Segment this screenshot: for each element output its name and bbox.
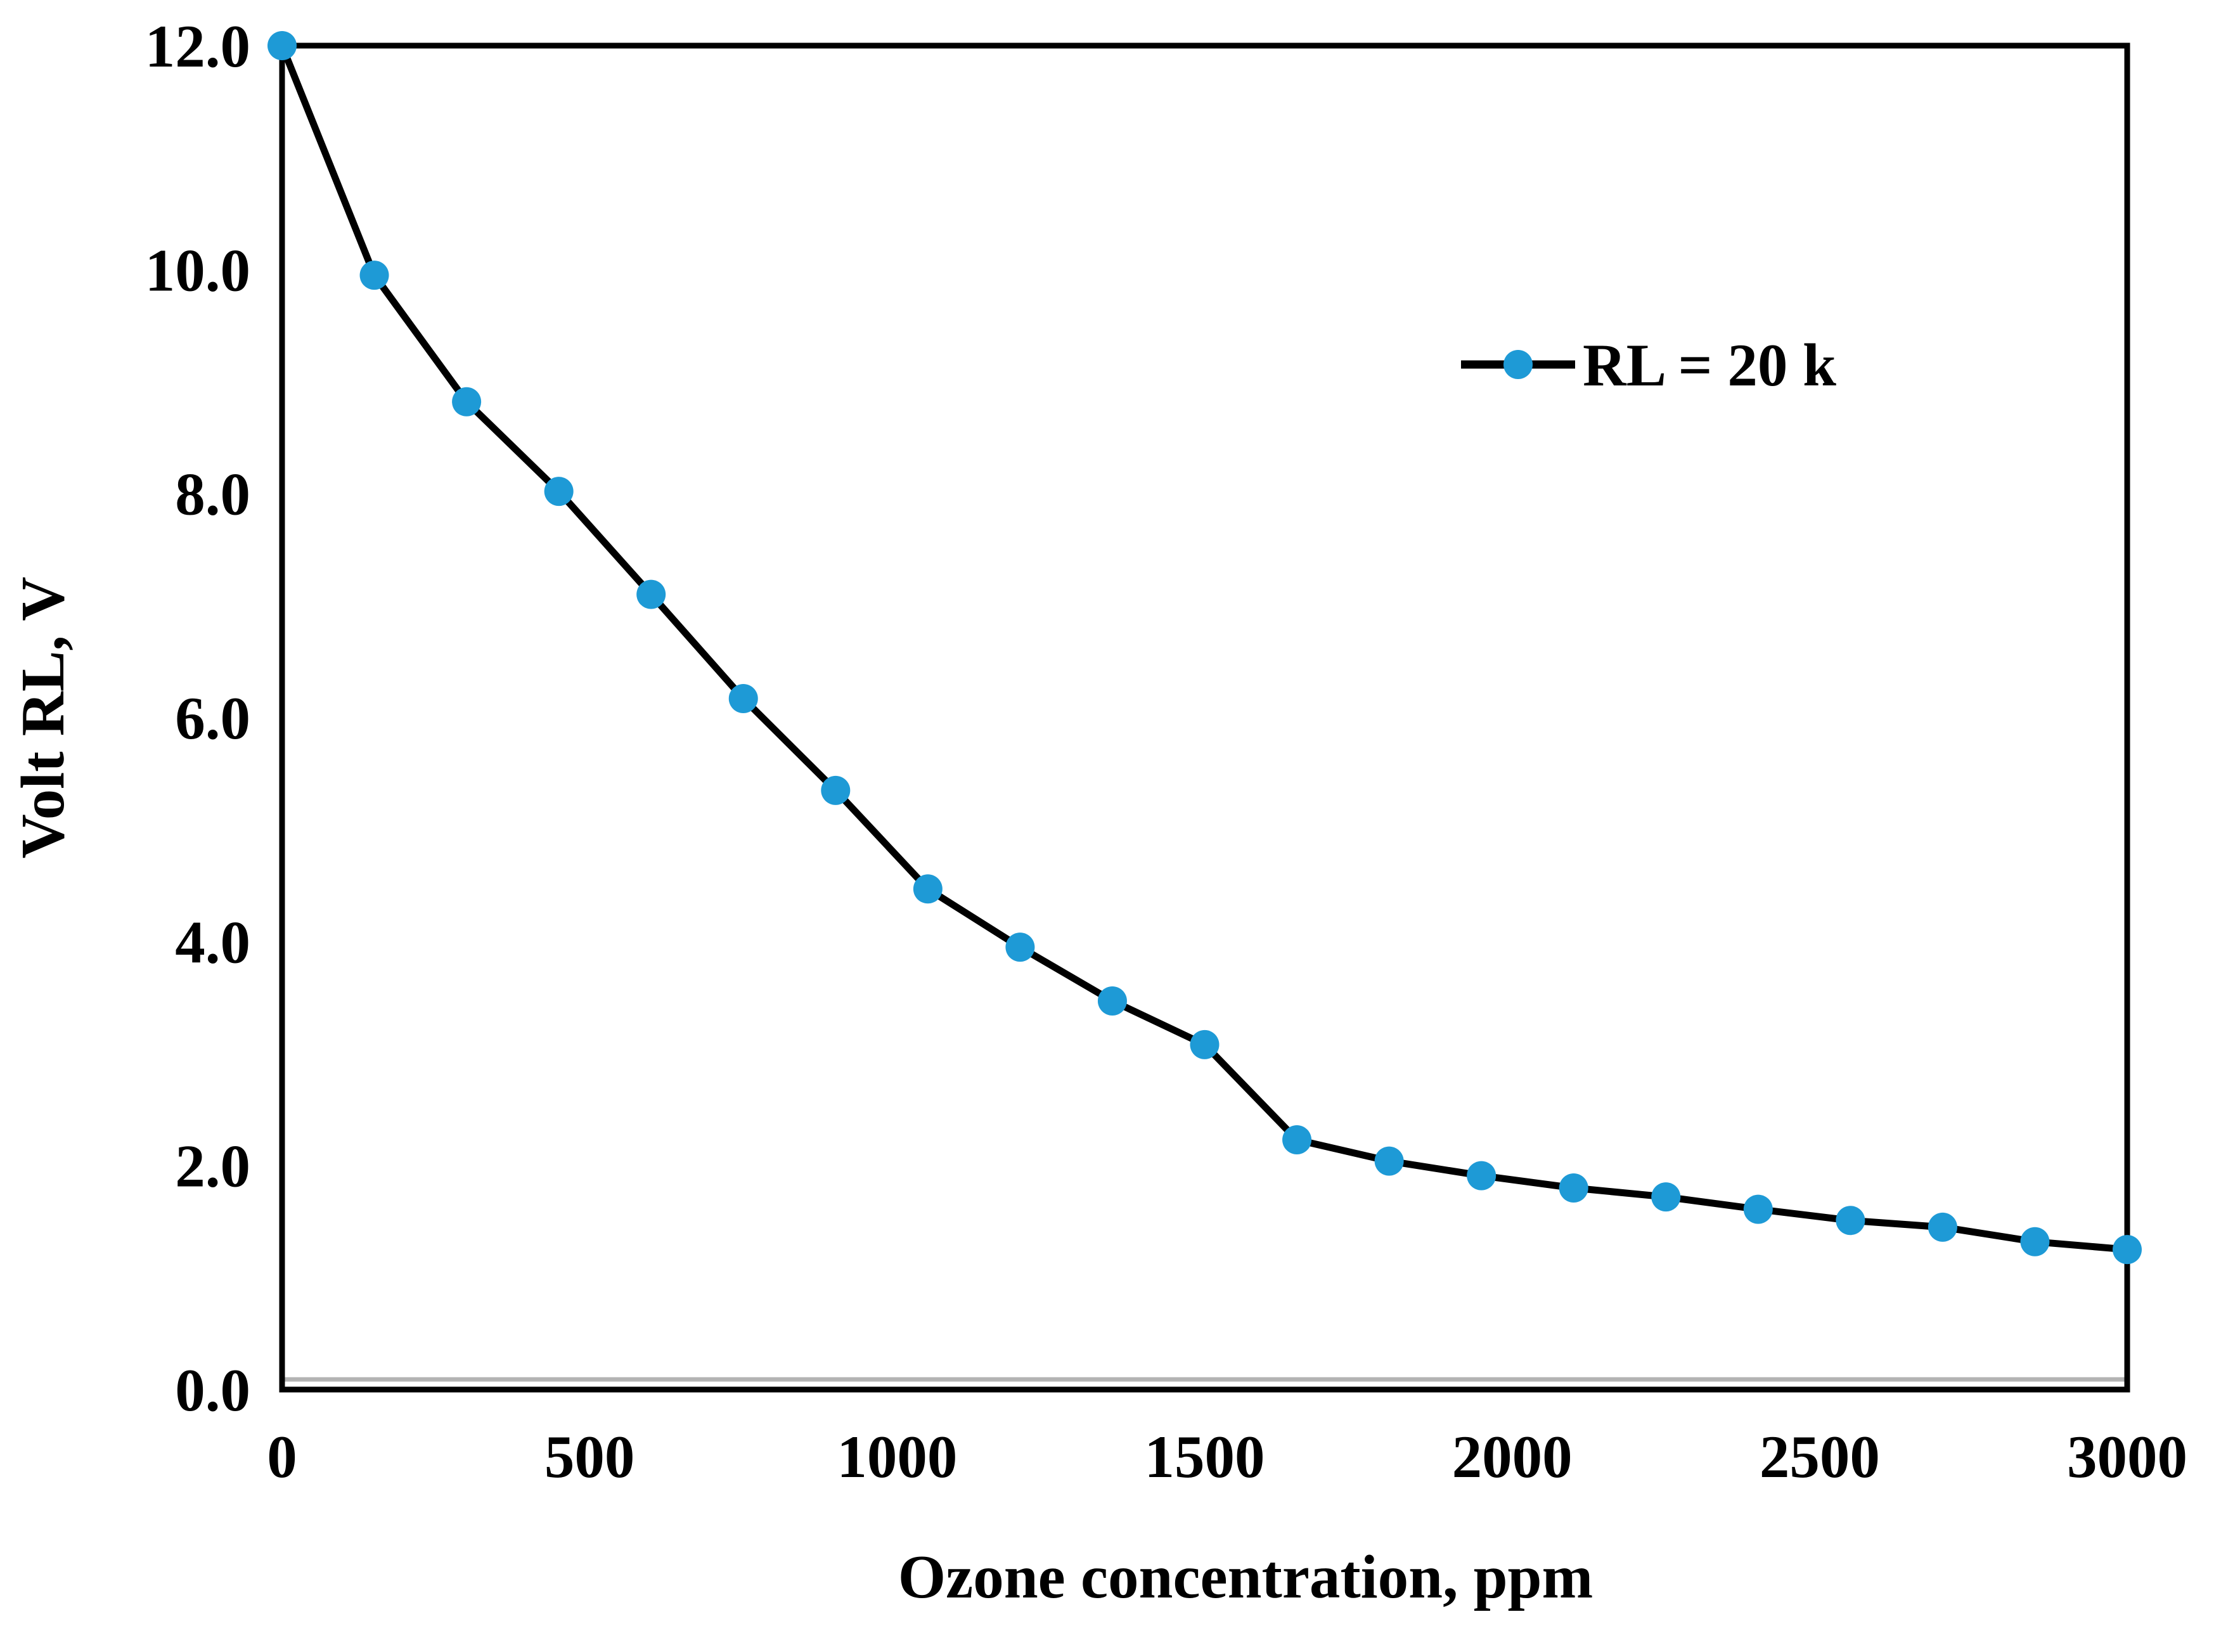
x-tick-label: 2500 xyxy=(1760,1423,1880,1490)
x-tick-label: 500 xyxy=(544,1423,635,1490)
data-point-marker xyxy=(359,261,389,290)
y-tick-label: 10.0 xyxy=(145,236,250,304)
legend-label: RL = 20 k xyxy=(1583,332,1836,399)
x-tick-label: 2000 xyxy=(1452,1423,1573,1490)
x-axis-title: Ozone concentration, ppm xyxy=(898,1543,1593,1611)
data-point-marker xyxy=(1282,1125,1312,1155)
y-tick-label: 0.0 xyxy=(175,1357,250,1424)
data-point-marker xyxy=(636,579,666,609)
x-tick-label: 1000 xyxy=(837,1423,957,1490)
data-point-marker xyxy=(544,477,574,507)
x-tick-label: 1500 xyxy=(1145,1423,1265,1490)
x-tick-label: 0 xyxy=(267,1423,297,1490)
tick-labels-group: 0 500 1000 1500 2000 2500 3000 0.0 2.0 4.0 6.0 8.0 1… xyxy=(145,13,2187,1490)
data-point-marker xyxy=(821,775,851,805)
data-point-marker xyxy=(1928,1212,1957,1242)
axis-titles-group: Ozone concentration, ppm Volt RL, V xyxy=(9,577,1593,1611)
y-tick-label: 6.0 xyxy=(175,685,250,752)
data-point-marker xyxy=(1097,986,1127,1016)
data-point-marker xyxy=(728,683,758,713)
data-point-marker xyxy=(1374,1146,1404,1176)
series-line xyxy=(278,42,2131,1253)
data-point-marker xyxy=(1190,1029,1220,1059)
legend: RL = 20 k xyxy=(1461,332,1836,399)
y-axis-title: Volt RL, V xyxy=(9,577,77,859)
y-tick-label: 2.0 xyxy=(175,1133,250,1200)
data-point-marker xyxy=(1651,1182,1681,1212)
y-tick-label: 4.0 xyxy=(175,908,250,976)
data-point-marker xyxy=(913,874,943,904)
x-tick-label: 3000 xyxy=(2067,1423,2187,1490)
data-point-marker xyxy=(1467,1161,1497,1191)
y-tick-label: 12.0 xyxy=(145,13,250,80)
data-point-marker xyxy=(1559,1173,1588,1203)
plot-area-border xyxy=(279,42,2130,1393)
data-point-marker xyxy=(2020,1227,2050,1256)
data-point-marker xyxy=(1005,932,1035,962)
legend-marker-icon xyxy=(1503,350,1533,379)
data-point-marker xyxy=(267,31,297,60)
data-point-marker xyxy=(1836,1206,1865,1236)
y-tick-label: 8.0 xyxy=(175,461,250,528)
data-point-marker xyxy=(2113,1235,2142,1265)
data-point-marker xyxy=(1743,1194,1773,1224)
data-series-group xyxy=(267,31,2142,1265)
plot-frame-group xyxy=(279,42,2130,1393)
data-point-marker xyxy=(452,387,482,416)
